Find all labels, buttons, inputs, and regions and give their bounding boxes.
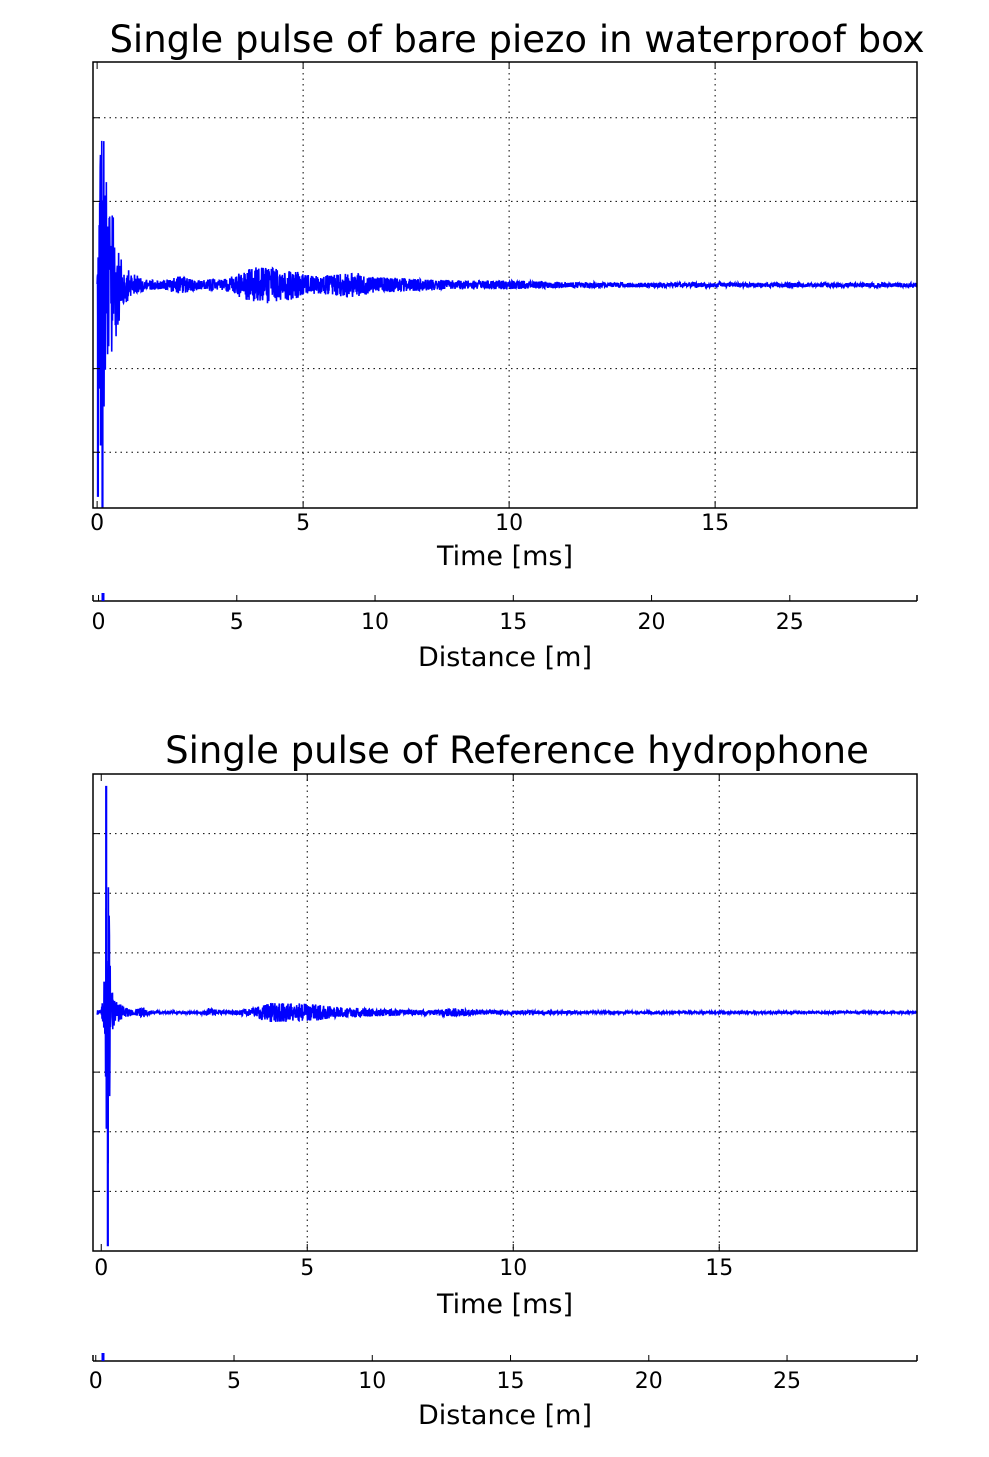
signal-trace <box>96 887 917 1164</box>
distance-axis-label: Distance [m] <box>418 1400 592 1431</box>
distance-tick-label: 20 <box>638 610 666 635</box>
distance-tick-label: 0 <box>89 1369 103 1394</box>
distance-tick-label: 5 <box>227 1369 241 1394</box>
plot-frame <box>92 61 918 509</box>
distance-axis-label: Distance [m] <box>418 642 592 673</box>
distance-tick-label: 20 <box>635 1369 663 1394</box>
distance-tick-label: 25 <box>776 610 804 635</box>
x-tick-label: 0 <box>90 511 104 536</box>
x-tick-label: 5 <box>296 511 310 536</box>
signal-trace <box>96 140 917 432</box>
distance-tick-label: 15 <box>497 1369 525 1394</box>
plot-frame <box>92 773 918 1252</box>
chart-title: Single pulse of bare piezo in waterproof… <box>109 18 924 61</box>
x-tick-label: 10 <box>495 511 523 536</box>
x-tick-label: 10 <box>499 1256 527 1281</box>
x-axis-label: Time [ms] <box>436 1289 573 1320</box>
distance-tick-label: 0 <box>92 610 106 635</box>
distance-tick-label: 10 <box>358 1369 386 1394</box>
x-tick-label: 15 <box>701 511 729 536</box>
distance-tick-label: 25 <box>773 1369 801 1394</box>
chart-title: Single pulse of Reference hydrophone <box>165 729 869 772</box>
distance-tick-label: 5 <box>230 610 244 635</box>
distance-tick-label: 10 <box>361 610 389 635</box>
x-axis-label: Time [ms] <box>436 541 573 572</box>
x-tick-label: 5 <box>300 1256 314 1281</box>
x-tick-label: 0 <box>94 1256 108 1281</box>
x-tick-label: 15 <box>705 1256 733 1281</box>
distance-tick-label: 15 <box>499 610 527 635</box>
